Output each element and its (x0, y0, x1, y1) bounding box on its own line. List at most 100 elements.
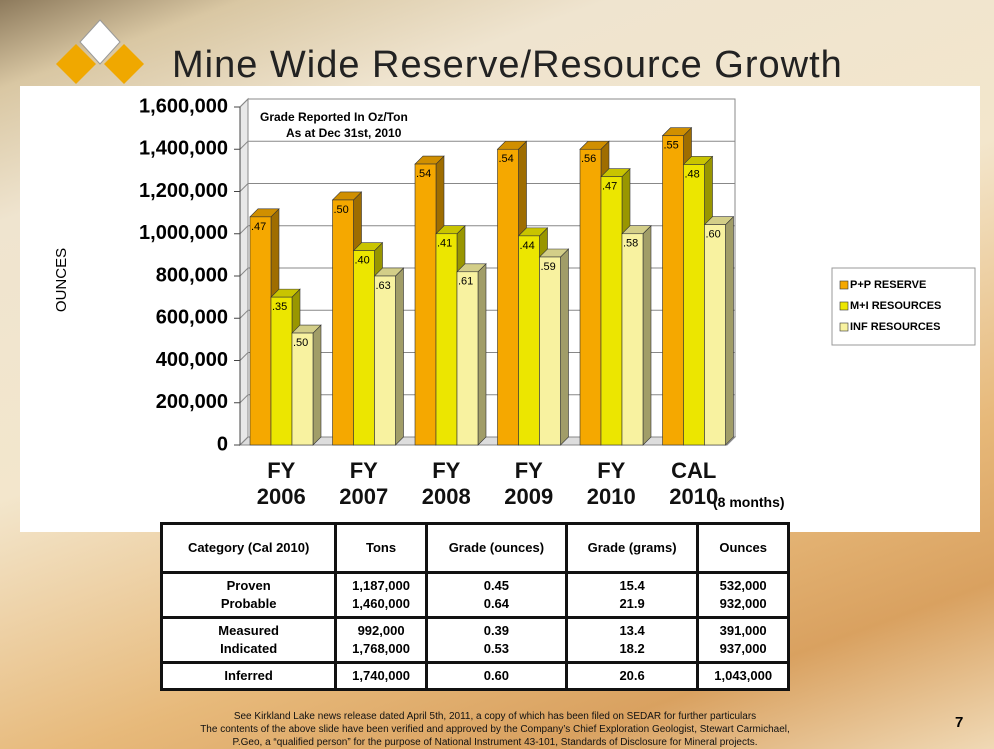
grade-label: .50 (334, 204, 349, 216)
grade-label: .63 (376, 280, 391, 292)
cell-text: 15.4 (572, 577, 692, 595)
cell-text: 932,000 (703, 595, 783, 613)
bar-side (726, 217, 734, 445)
bar-side (561, 249, 569, 445)
x-tick-label: FY 2006 (246, 458, 316, 510)
grade-label: .50 (293, 337, 308, 349)
cell-text: 21.9 (572, 595, 692, 613)
y-tick-label: 1,000,000 (139, 222, 228, 244)
cell-text: Proven (167, 577, 330, 595)
table-cell: 20.6 (566, 663, 697, 690)
table-cell: 15.421.9 (566, 573, 697, 618)
cell-text: 0.39 (432, 622, 561, 640)
bar (415, 164, 436, 445)
table-cell: 1,043,000 (698, 663, 789, 690)
summary-table: Category (Cal 2010)TonsGrade (ounces)Gra… (160, 522, 790, 691)
grade-label: .41 (437, 238, 452, 250)
grade-label: .35 (272, 301, 287, 313)
legend-label: INF RESOURCES (850, 321, 940, 333)
cell-text: 13.4 (572, 622, 692, 640)
table-cell: 0.60 (426, 663, 566, 690)
cell-text: 391,000 (703, 622, 783, 640)
table-header: Category (Cal 2010)TonsGrade (ounces)Gra… (162, 524, 789, 573)
cell-text: Measured (167, 622, 330, 640)
grade-label: .56 (581, 153, 596, 165)
y-tick-label: 200,000 (156, 391, 228, 413)
legend-swatch (840, 302, 848, 310)
legend-swatch (840, 323, 848, 331)
header-cell: Tons (336, 524, 427, 573)
x-tick-label: FY 2008 (411, 458, 481, 510)
y-tick-label: 0 (217, 433, 228, 455)
bar (663, 136, 684, 445)
y-tick-label: 600,000 (156, 307, 228, 329)
bar (684, 164, 705, 445)
grade-label: .47 (251, 221, 266, 233)
grade-label: .59 (541, 261, 556, 273)
y-tick-label: 400,000 (156, 349, 228, 371)
bar (498, 149, 519, 445)
grade-label: .61 (458, 276, 473, 288)
table-cell: 13.418.2 (566, 618, 697, 663)
annotation: As at Dec 31st, 2010 (286, 126, 402, 140)
legend-label: P+P RESERVE (850, 279, 926, 291)
cell-text: 1,768,000 (341, 640, 421, 658)
cell-text: 0.53 (432, 640, 561, 658)
cell-text: 20.6 (572, 667, 692, 685)
footer: See Kirkland Lake news release dated Apr… (60, 710, 930, 749)
bar (540, 257, 561, 445)
y-axis-title: OUNCES (53, 248, 70, 312)
bar (250, 217, 271, 445)
grade-label: .58 (623, 238, 638, 250)
slide-number: 7 (955, 714, 963, 731)
x-tick-label: FY 2010 (576, 458, 646, 510)
bar (457, 272, 478, 445)
grade-label: .54 (416, 168, 431, 180)
bar (292, 333, 313, 445)
grade-label: .40 (355, 255, 370, 267)
bar (436, 234, 457, 445)
bar (519, 236, 540, 445)
annotation: Grade Reported In Oz/Ton (260, 110, 408, 124)
cell-text: Inferred (167, 667, 330, 685)
cell-text: 1,043,000 (703, 667, 783, 685)
grade-label: .54 (499, 153, 514, 165)
legend-label: M+I RESOURCES (850, 300, 941, 312)
x-tick-label: FY 2007 (329, 458, 399, 510)
y-tick-label: 800,000 (156, 264, 228, 286)
logo (56, 20, 144, 84)
x-tick-label: FY 2009 (494, 458, 564, 510)
bar (375, 276, 396, 445)
cell-text: 532,000 (703, 577, 783, 595)
bar-side (313, 325, 321, 445)
header-cell: Category (Cal 2010) (162, 524, 336, 573)
bar-side (396, 268, 404, 445)
cell-text: Indicated (167, 640, 330, 658)
cell-text: 0.64 (432, 595, 561, 613)
cell-text: 992,000 (341, 622, 421, 640)
grade-label: .48 (685, 168, 700, 180)
legend-swatch (840, 281, 848, 289)
cell-text: 0.60 (432, 667, 561, 685)
cell-text: 18.2 (572, 640, 692, 658)
bar (580, 149, 601, 445)
grade-label: .44 (520, 240, 535, 252)
cell-text: 0.45 (432, 577, 561, 595)
cell-text: Probable (167, 595, 330, 613)
y-tick-label: 1,200,000 (139, 180, 228, 202)
bar (705, 225, 726, 445)
y-tick-label: 1,400,000 (139, 138, 228, 160)
cell-text: 1,187,000 (341, 577, 421, 595)
header-cell: Ounces (698, 524, 789, 573)
